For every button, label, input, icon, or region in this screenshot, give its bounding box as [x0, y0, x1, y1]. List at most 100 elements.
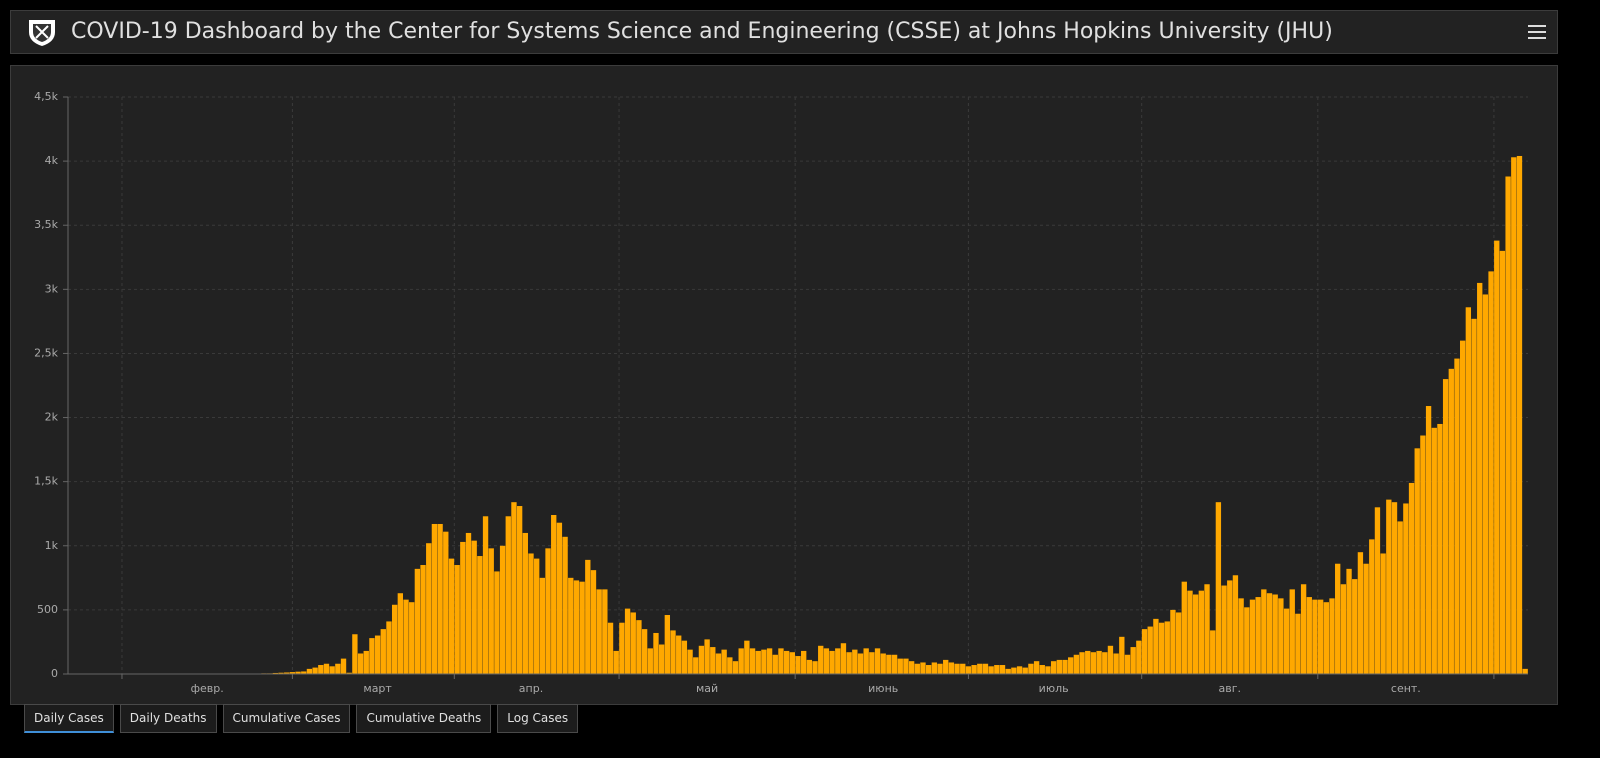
bar: [943, 659, 949, 674]
bar: [1039, 665, 1045, 674]
y-tick-label: 0: [51, 667, 58, 680]
bar: [306, 668, 313, 674]
bar: [960, 663, 966, 674]
bar: [1386, 499, 1392, 674]
bar: [1147, 626, 1153, 674]
bar: [1005, 668, 1011, 674]
bar: [352, 634, 358, 674]
bar: [630, 612, 636, 674]
bar: [1414, 448, 1420, 674]
bar: [891, 654, 898, 674]
bar: [914, 663, 920, 674]
bar: [1448, 368, 1454, 674]
bar: [465, 532, 472, 674]
bar: [573, 580, 580, 674]
bar: [766, 648, 773, 674]
bar: [460, 541, 466, 674]
bar: [528, 553, 534, 674]
bar: [386, 621, 392, 674]
tab[interactable]: Daily Cases: [24, 704, 114, 733]
bar: [857, 653, 864, 674]
bar: [647, 648, 653, 674]
bar: [397, 593, 404, 674]
bar: [1329, 598, 1335, 674]
x-tick-label: июнь: [868, 682, 898, 695]
bar: [1158, 622, 1165, 674]
menu-button[interactable]: [1527, 22, 1547, 42]
bar: [482, 516, 489, 674]
bar: [613, 650, 619, 674]
bar: [414, 568, 421, 674]
bar: [1221, 585, 1227, 674]
y-tick-label: 4k: [45, 154, 59, 167]
bar: [1079, 652, 1085, 674]
bar: [903, 658, 909, 674]
bar: [931, 662, 938, 674]
bar: [1244, 607, 1250, 674]
y-tick-label: 1k: [45, 539, 59, 552]
bar: [1391, 502, 1398, 674]
bar: [596, 589, 602, 674]
bar: [1482, 294, 1489, 674]
bar: [1471, 318, 1477, 674]
bar: [1295, 613, 1301, 674]
bar: [886, 654, 892, 674]
bar: [471, 540, 477, 674]
bar: [1153, 618, 1159, 674]
bar: [488, 548, 494, 674]
bar: [732, 661, 739, 674]
bar: [965, 666, 972, 674]
bar: [403, 599, 409, 674]
bar: [1499, 250, 1506, 674]
bar: [1437, 423, 1443, 674]
bar: [1266, 593, 1273, 674]
bar: [1187, 590, 1193, 674]
x-tick-label: май: [696, 682, 718, 695]
bar: [511, 502, 517, 674]
bar: [925, 665, 932, 674]
bar: [1215, 502, 1222, 674]
bar: [1261, 589, 1267, 674]
bar: [1335, 563, 1341, 674]
bar: [1136, 640, 1142, 674]
bar: [715, 653, 722, 674]
bar: [778, 648, 784, 674]
bar: [1113, 653, 1119, 674]
tab[interactable]: Daily Deaths: [119, 704, 217, 733]
bar: [1317, 599, 1324, 674]
bar: [1283, 608, 1290, 674]
bar: [363, 650, 369, 674]
y-tick-label: 500: [37, 603, 58, 616]
bar: [863, 648, 869, 674]
bar: [409, 602, 415, 674]
bar: [1420, 435, 1426, 674]
bar: [369, 638, 375, 674]
bar: [1488, 271, 1494, 674]
bar: [641, 629, 648, 674]
bar: [693, 657, 699, 674]
bar: [710, 647, 716, 674]
bar: [301, 671, 307, 674]
tab[interactable]: Cumulative Deaths: [356, 704, 492, 733]
bar: [443, 531, 449, 674]
bar: [1192, 594, 1199, 674]
bar: [1102, 652, 1108, 674]
y-tick-label: 4,5k: [34, 90, 58, 103]
bar: [318, 665, 324, 674]
bar: [676, 635, 682, 674]
tab[interactable]: Log Cases: [497, 704, 579, 733]
bar: [1272, 594, 1278, 674]
bar: [869, 652, 875, 674]
bar: [1124, 654, 1131, 674]
bar: [658, 644, 665, 674]
bar: [1511, 157, 1517, 675]
bar: [551, 515, 557, 674]
bar: [590, 570, 597, 674]
tab[interactable]: Cumulative Cases: [222, 704, 351, 733]
bar: [636, 620, 642, 674]
bar: [1164, 621, 1170, 674]
bar: [562, 536, 568, 674]
bar: [278, 672, 284, 674]
bar: [1300, 584, 1307, 674]
